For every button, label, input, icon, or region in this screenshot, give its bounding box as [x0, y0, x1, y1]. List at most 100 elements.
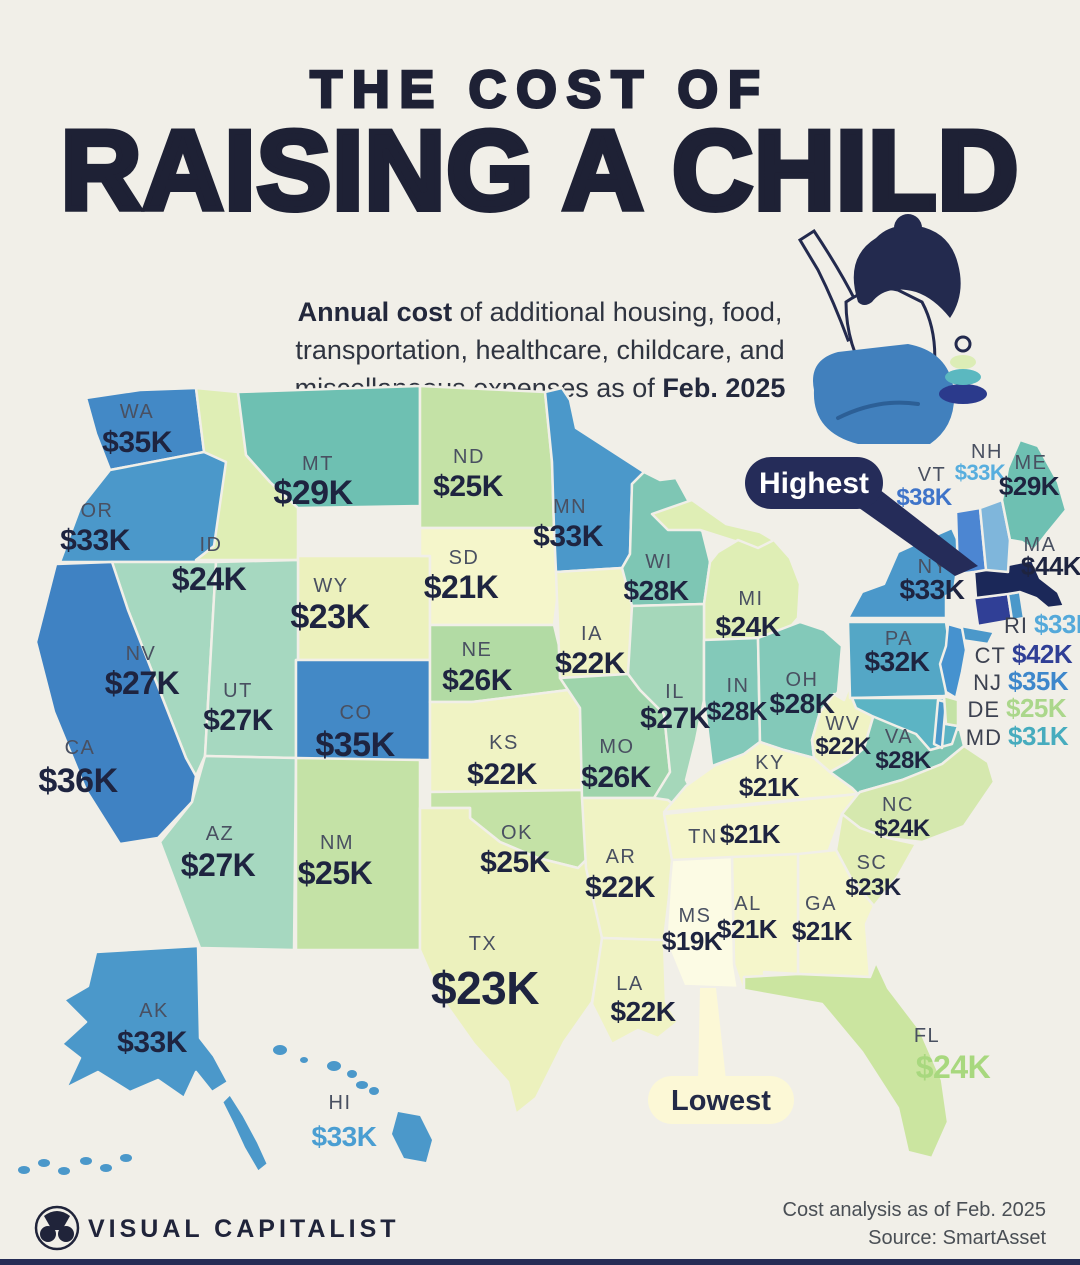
- nm-abbr: NM: [320, 832, 354, 854]
- la-value: $22K: [611, 996, 676, 1027]
- state-de-shape: [942, 694, 960, 728]
- pa-abbr: PA: [885, 628, 913, 650]
- mother-pants: [813, 344, 955, 444]
- ne-abbr: NE: [462, 639, 493, 661]
- ia-value: $22K: [555, 647, 626, 680]
- state-ca-shape: [34, 560, 198, 846]
- state-ak-panhandle-shape: [220, 1092, 270, 1174]
- ct-value: $42K: [1012, 639, 1073, 669]
- nj-abbr: NJ: [973, 670, 1002, 695]
- visual-capitalist-brand: VISUAL CAPITALIST: [88, 1215, 400, 1243]
- ak-value: $33K: [117, 1026, 188, 1059]
- nc-abbr: NC: [882, 794, 914, 816]
- de-value: $25K: [1006, 693, 1067, 723]
- mt-value: $29K: [273, 474, 353, 512]
- ok-value: $25K: [480, 846, 551, 879]
- nh-abbr: NH: [971, 441, 1003, 463]
- fl-abbr: FL: [914, 1025, 940, 1047]
- wv-abbr: WV: [825, 713, 860, 735]
- nj-value: $35K: [1008, 666, 1069, 696]
- state-hi-islands: [273, 1045, 432, 1162]
- wi-value: $28K: [624, 575, 689, 606]
- state-la-shape: [590, 936, 680, 1046]
- state-fl-shape: [742, 960, 950, 1160]
- footer-note-line-2: Source: SmartAsset: [868, 1227, 1046, 1249]
- toy-peg-ring: [954, 335, 972, 353]
- state-nj-shape: [938, 622, 968, 700]
- fl-value: $24K: [916, 1049, 991, 1085]
- lowest-callout-bubble: [648, 1076, 794, 1124]
- footer-note: Cost analysis as of Feb. 2025 Source: Sm…: [546, 1196, 1046, 1252]
- ky-abbr: KY: [755, 752, 785, 774]
- al-abbr: AL: [734, 893, 761, 915]
- state-tn-shape: [662, 792, 860, 862]
- or-value: $33K: [60, 524, 131, 557]
- visual-capitalist-logo-icon: [34, 1205, 80, 1251]
- il-value: $27K: [640, 702, 711, 735]
- highest-callout-bubble: [745, 457, 883, 509]
- ky-value: $21K: [739, 772, 800, 802]
- id-abbr: ID: [200, 534, 223, 556]
- bottom-accent-band: [0, 1259, 1080, 1265]
- ms-value: $19K: [662, 926, 723, 956]
- hi-abbr: HI: [329, 1092, 352, 1114]
- ri-abbr: RI: [1004, 613, 1028, 638]
- sc-abbr: SC: [857, 852, 888, 874]
- mother-hair: [853, 225, 961, 318]
- ar-abbr: AR: [606, 846, 637, 868]
- sd-abbr: SD: [449, 547, 480, 569]
- az-abbr: AZ: [206, 823, 235, 845]
- state-ak-shape: [60, 944, 230, 1100]
- mother-leg-fold: [836, 400, 920, 420]
- ut-value: $27K: [203, 704, 274, 737]
- ca-value: $36K: [38, 762, 118, 800]
- sd-value: $21K: [424, 569, 499, 605]
- toy-ring-bottom: [939, 384, 987, 404]
- md-value: $31K: [1008, 721, 1069, 751]
- wy-abbr: WY: [313, 575, 348, 597]
- nd-value: $25K: [433, 470, 504, 503]
- de-abbr: DE: [967, 697, 1000, 722]
- va-value: $28K: [875, 747, 932, 774]
- sc-value: $23K: [845, 874, 902, 901]
- state-tx-shape: [418, 806, 604, 1116]
- md-abbr: MD: [966, 725, 1002, 750]
- state-labels-layer: WA $35K OR $33K CA $36K NV $27K ID $24K …: [38, 401, 1080, 1152]
- lowest-callout-pointer: [698, 988, 726, 1080]
- title-line-1: THE COST OF: [309, 60, 770, 121]
- ga-value: $21K: [792, 916, 853, 946]
- ne-value: $26K: [442, 664, 513, 697]
- subtitle-line-2: transportation, healthcare, childcare, a…: [295, 335, 785, 365]
- in-value: $28K: [707, 696, 768, 726]
- state-nh-shape: [978, 498, 1012, 574]
- lowest-callout-label: Lowest: [671, 1085, 771, 1117]
- az-value: $27K: [181, 847, 256, 883]
- mn-abbr: MN: [553, 496, 587, 518]
- wi-abbr: WI: [645, 551, 672, 573]
- ks-abbr: KS: [489, 732, 519, 754]
- wv-value: $22K: [815, 733, 872, 760]
- nd-abbr: ND: [453, 446, 485, 468]
- wa-abbr: WA: [120, 401, 154, 423]
- highest-callout: Highest: [745, 457, 978, 576]
- footer-note-line-1: Cost analysis as of Feb. 2025: [782, 1199, 1046, 1221]
- tn-abbr: TN: [688, 826, 718, 848]
- nv-abbr: NV: [126, 643, 157, 665]
- toy-ring-middle: [945, 369, 981, 385]
- state-nm-shape: [294, 756, 422, 952]
- id-value: $24K: [172, 561, 247, 597]
- hi-value: $33K: [312, 1121, 377, 1152]
- il-abbr: IL: [665, 681, 685, 703]
- ia-abbr: IA: [581, 623, 603, 645]
- ma-abbr: MA: [1024, 534, 1057, 556]
- vt-value: $38K: [896, 484, 953, 511]
- mt-abbr: MT: [302, 453, 334, 475]
- state-me-shape: [1000, 438, 1068, 552]
- ma-value: $44K: [1021, 551, 1080, 581]
- ok-abbr: OK: [501, 822, 533, 844]
- mo-abbr: MO: [599, 736, 634, 758]
- lowest-callout: Lowest: [648, 988, 794, 1124]
- tx-value: $23K: [431, 962, 539, 1014]
